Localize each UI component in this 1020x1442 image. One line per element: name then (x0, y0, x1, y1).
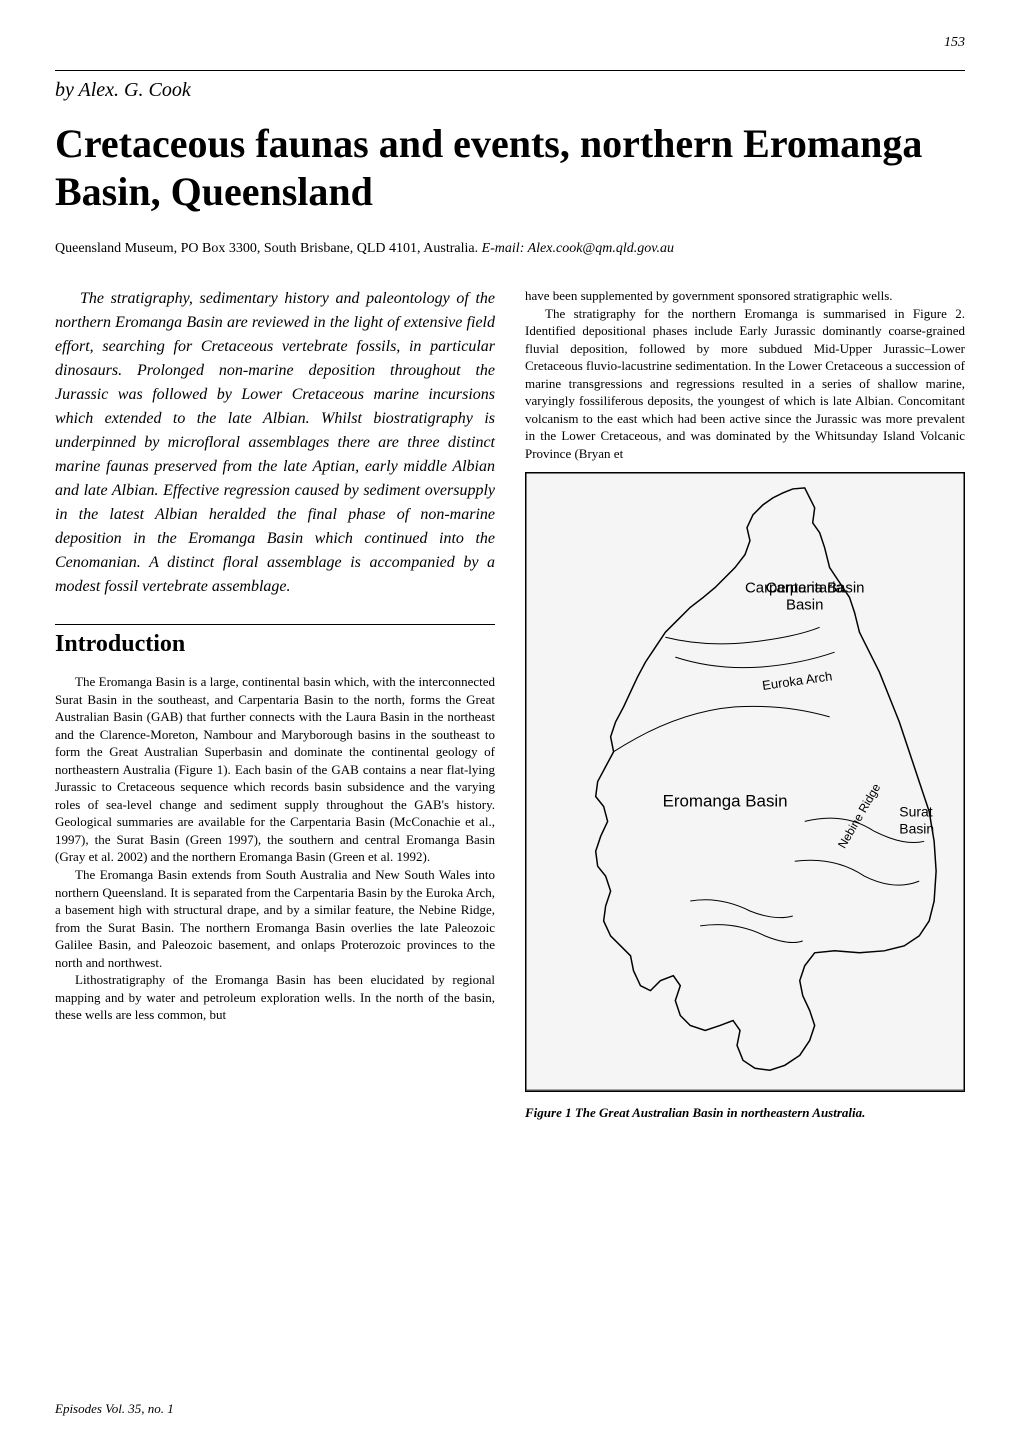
right-column: have been supplemented by government spo… (525, 287, 965, 1121)
article-title: Cretaceous faunas and events, northern E… (55, 120, 965, 216)
left-column: The stratigraphy, sedimentary history an… (55, 287, 495, 1121)
author-affiliation: Queensland Museum, PO Box 3300, South Br… (55, 241, 965, 257)
figure-1-container: Carpentaria Basin Carpentaria Basin Euro… (525, 472, 965, 1120)
figure-1-caption: Figure 1 The Great Australian Basin in n… (525, 1105, 965, 1121)
email-label: E-mail: Alex.cook@qm.qld.gov.au (482, 241, 674, 256)
affiliation-text: Queensland Museum, PO Box 3300, South Br… (55, 241, 482, 256)
intro-paragraph-2: The Eromanga Basin extends from South Au… (55, 866, 495, 971)
figure-1-map: Carpentaria Basin Carpentaria Basin Euro… (525, 472, 965, 1091)
section-rule (55, 624, 495, 625)
map-label-surat-line2: Basin (899, 821, 934, 837)
map-label-carpentaria-line2: Basin (786, 597, 823, 614)
abstract-text: The stratigraphy, sedimentary history an… (55, 287, 495, 599)
section-heading-introduction: Introduction (55, 631, 495, 658)
journal-footer: Episodes Vol. 35, no. 1 (55, 1401, 174, 1417)
right-paragraph-2: The stratigraphy for the northern Eroman… (525, 305, 965, 463)
page-number: 153 (944, 35, 965, 51)
intro-paragraph-3: Lithostratigraphy of the Eromanga Basin … (55, 971, 495, 1024)
author-byline: by Alex. G. Cook (55, 79, 965, 102)
intro-paragraph-1: The Eromanga Basin is a large, continent… (55, 673, 495, 866)
map-label-eromanga: Eromanga Basin (663, 792, 788, 811)
two-column-layout: The stratigraphy, sedimentary history an… (55, 287, 965, 1121)
map-label-surat-line1: Surat (899, 804, 932, 820)
map-label-carpentaria-line1: Carpentaria (766, 580, 845, 597)
top-rule (55, 70, 965, 71)
right-paragraph-1: have been supplemented by government spo… (525, 287, 965, 305)
